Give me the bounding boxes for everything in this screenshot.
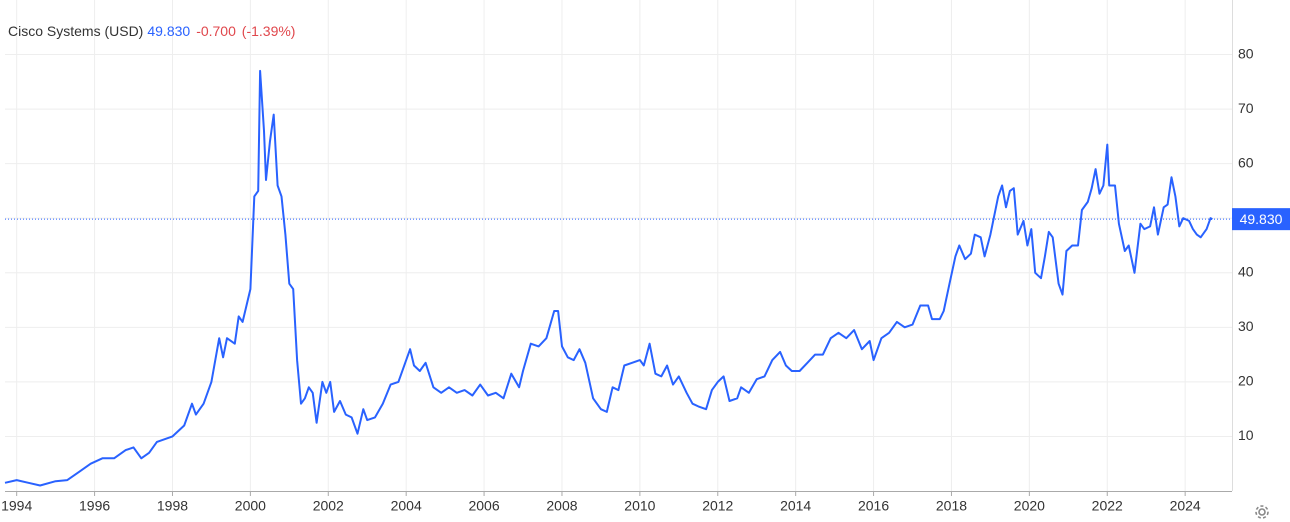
x-tick-label: 2022	[1092, 498, 1123, 514]
x-tick-label: 2020	[1014, 498, 1045, 514]
header: Cisco Systems (USD) 49.830 -0.700 (-1.39%)	[8, 23, 295, 39]
x-tick-label: 2018	[936, 498, 967, 514]
x-tick-label: 1994	[1, 498, 32, 514]
y-tick-label: 20	[1238, 373, 1254, 389]
x-tick-label: 2016	[858, 498, 889, 514]
x-tick-label: 2002	[313, 498, 344, 514]
y-tick-label: 80	[1238, 45, 1254, 61]
x-tick-label: 2012	[702, 498, 733, 514]
x-tick-label: 2000	[235, 498, 266, 514]
change-pct: (-1.39%)	[241, 23, 296, 39]
change: -0.700	[196, 23, 236, 39]
x-tick-label: 2004	[391, 498, 422, 514]
price-line	[4, 69, 1213, 487]
title: Cisco Systems (USD)	[8, 23, 144, 39]
y-tick-label: 60	[1238, 154, 1254, 170]
settings-icon[interactable]	[1255, 505, 1269, 519]
x-tick-label: 2006	[468, 498, 499, 514]
x-tick-label: 2024	[1170, 498, 1201, 514]
last-price-box	[1232, 208, 1290, 231]
y-tick-label: 10	[1238, 427, 1254, 443]
y-tick-label: 70	[1238, 100, 1254, 116]
y-tick-label: 30	[1238, 318, 1254, 334]
last-price-label: 49.830	[1240, 211, 1283, 227]
x-tick-label: 1998	[157, 498, 188, 514]
x-tick-label: 2008	[546, 498, 577, 514]
x-tick-label: 2010	[624, 498, 655, 514]
price: 49.830	[147, 23, 191, 39]
x-tick-label: 2014	[780, 498, 811, 514]
x-tick-label: 1996	[79, 498, 110, 514]
y-tick-label: 40	[1238, 263, 1254, 279]
